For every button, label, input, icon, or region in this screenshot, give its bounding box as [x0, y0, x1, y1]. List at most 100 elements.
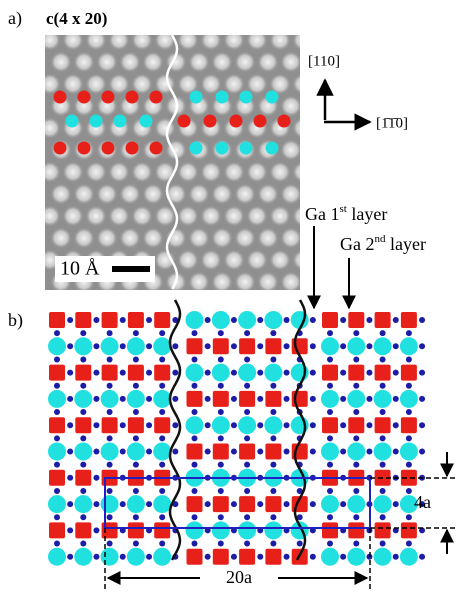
stm-blob: [96, 51, 118, 73]
stm-blob: [119, 227, 141, 249]
as-atom: [284, 317, 290, 323]
as-atom: [159, 514, 165, 520]
stm-blob: [257, 183, 279, 205]
as-atom: [159, 435, 165, 441]
ga-atom: [150, 142, 163, 155]
as-atom: [67, 449, 73, 455]
ga-atom: [54, 91, 67, 104]
stm-blob: [177, 29, 199, 51]
as-atom: [327, 356, 333, 362]
ga-2nd: [101, 548, 119, 566]
ga-2nd: [186, 311, 204, 329]
as-atom: [205, 317, 211, 323]
as-atom: [393, 317, 399, 323]
ga-2nd: [374, 548, 392, 566]
as-atom: [192, 409, 198, 415]
ga-2nd: [48, 548, 66, 566]
as-atom: [257, 343, 263, 349]
as-atom: [205, 396, 211, 402]
as-atom: [340, 449, 346, 455]
as-atom: [120, 554, 126, 560]
stm-blob: [108, 29, 130, 51]
stm-blob: [292, 73, 314, 95]
as-atom: [419, 449, 425, 455]
as-atom: [380, 330, 386, 336]
as-atom: [80, 435, 86, 441]
as-atom: [406, 383, 412, 389]
ga-2nd: [74, 390, 92, 408]
as-atom: [270, 488, 276, 494]
as-atom: [406, 356, 412, 362]
as-atom: [310, 370, 316, 376]
as-atom: [54, 462, 60, 468]
as-atom: [366, 396, 372, 402]
stm-blob: [234, 271, 256, 293]
as-atom: [120, 317, 126, 323]
ga-2nd: [374, 443, 392, 461]
stm-blob: [280, 227, 302, 249]
ga-2nd: [74, 548, 92, 566]
as-atom: [218, 409, 224, 415]
as-atom: [353, 462, 359, 468]
as-atom: [80, 462, 86, 468]
stm-blob: [188, 227, 210, 249]
as-atom: [366, 370, 372, 376]
as-atom: [353, 514, 359, 520]
direction-label: [1̄1̄0]: [376, 115, 408, 131]
ga-1st: [102, 365, 118, 381]
ga-2nd: [101, 337, 119, 355]
as-atom: [133, 514, 139, 520]
as-atom: [244, 435, 250, 441]
as-atom: [172, 396, 178, 402]
ga-1st: [154, 365, 170, 381]
as-atom: [159, 356, 165, 362]
as-atom: [284, 370, 290, 376]
ga-2nd: [153, 548, 171, 566]
as-atom: [231, 317, 237, 323]
as-atom: [80, 488, 86, 494]
as-atom: [80, 409, 86, 415]
as-atom: [107, 330, 113, 336]
stm-blob: [108, 161, 130, 183]
as-atom: [54, 514, 60, 520]
stm-blob: [177, 161, 199, 183]
ga-2nd: [264, 364, 282, 382]
as-atom: [231, 501, 237, 507]
ga-1st: [375, 365, 391, 381]
ga-1st: [239, 391, 255, 407]
ga-atom: [278, 115, 291, 128]
as-atom: [172, 422, 178, 428]
as-atom: [393, 343, 399, 349]
ga-2nd: [264, 311, 282, 329]
as-atom: [284, 396, 290, 402]
ga-1st: [213, 391, 229, 407]
as-atom: [380, 356, 386, 362]
ga-2nd: [264, 416, 282, 434]
stm-blob: [131, 161, 153, 183]
stm-blob: [303, 183, 325, 205]
stm-blob: [73, 227, 95, 249]
ga-2nd: [238, 311, 256, 329]
stm-blob: [108, 205, 130, 227]
stm-blob: [223, 249, 245, 271]
ga-atom: [66, 115, 79, 128]
ga-atom: [150, 91, 163, 104]
ga-2nd: [186, 364, 204, 382]
as-atom: [146, 370, 152, 376]
as-atom: [192, 488, 198, 494]
ga-2nd: [212, 521, 230, 539]
stm-blob: [234, 183, 256, 205]
ga-2nd: [374, 337, 392, 355]
as-atom: [419, 554, 425, 560]
stm-blob: [223, 161, 245, 183]
as-atom: [192, 514, 198, 520]
as-atom: [93, 449, 99, 455]
ga-1st: [154, 312, 170, 328]
ga-2nd: [212, 311, 230, 329]
stm-blob: [246, 29, 268, 51]
ga-atom: [78, 91, 91, 104]
as-atom: [93, 475, 99, 481]
as-atom: [159, 488, 165, 494]
as-atom: [406, 409, 412, 415]
as-atom: [192, 383, 198, 389]
